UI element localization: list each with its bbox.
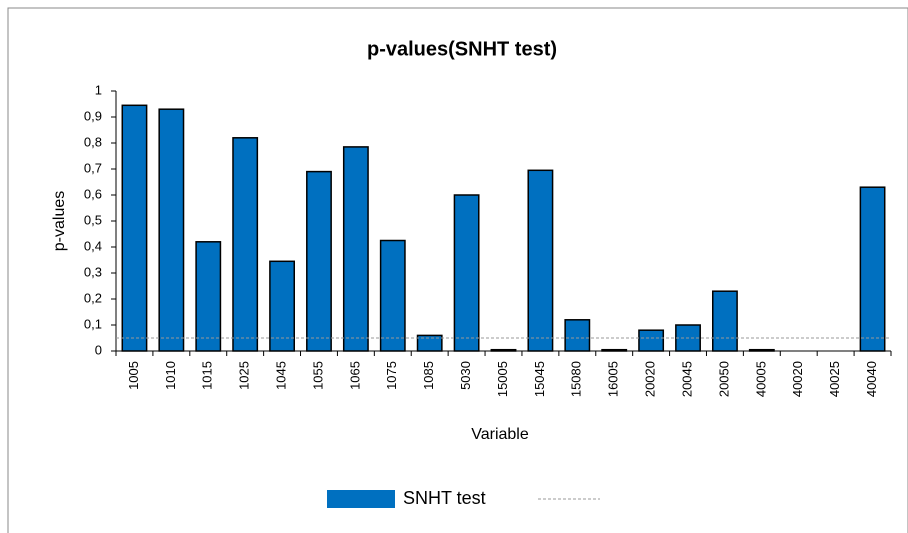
x-tick-label: 1055 (310, 361, 325, 390)
y-tick-label: 0,1 (84, 316, 102, 331)
bar (121, 104, 148, 352)
x-tick-label: 1010 (163, 361, 178, 390)
y-tick-label: 0,3 (84, 264, 102, 279)
x-tick-label: 1065 (347, 361, 362, 390)
legend-swatch (327, 490, 395, 508)
x-tick-label: 16005 (606, 361, 621, 397)
y-tick-label: 0,7 (84, 160, 102, 175)
bar (306, 170, 332, 352)
x-tick-label: 15080 (569, 361, 584, 397)
bar (638, 329, 665, 352)
x-tick-label: 1025 (237, 361, 252, 390)
bar (564, 319, 591, 352)
bar (158, 108, 185, 352)
bar (453, 194, 480, 352)
x-tick-label: 1015 (200, 361, 215, 390)
y-tick-label: 0,5 (84, 212, 102, 227)
x-tick-label: 40040 (864, 361, 879, 397)
x-tick-label: 20050 (716, 361, 731, 397)
x-tick-label: 20020 (643, 361, 658, 397)
x-tick-label: 5030 (458, 361, 473, 390)
y-tick-label: 0,4 (84, 238, 102, 253)
y-tick-label: 0 (95, 342, 102, 357)
y-axis-title: p-values (51, 191, 68, 251)
x-tick-label: 1085 (421, 361, 436, 390)
chart-title: p-values(SNHT test) (367, 38, 557, 60)
x-tick-label: 15045 (532, 361, 547, 397)
bar (712, 290, 738, 352)
x-tick-label: 1075 (384, 361, 399, 390)
y-tick-label: 0,2 (84, 290, 102, 305)
x-tick-label: 40025 (827, 361, 842, 397)
bar (527, 169, 554, 352)
legend-label: SNHT test (403, 488, 486, 508)
x-tick-label: 40020 (790, 361, 805, 397)
bar (859, 186, 886, 352)
bar (232, 137, 259, 352)
chart-frame (7, 7, 908, 533)
x-tick-label: 20045 (679, 361, 694, 397)
y-tick-label: 0,9 (84, 108, 102, 123)
y-tick-label: 0,8 (84, 134, 102, 149)
bar (342, 146, 369, 352)
y-tick-label: 0,6 (84, 186, 102, 201)
bar (379, 239, 406, 352)
x-tick-label: 1005 (126, 361, 141, 390)
x-axis-title: Variable (471, 426, 529, 443)
bar (195, 241, 222, 352)
x-tick-label: 15005 (495, 361, 510, 397)
y-tick-label: 1 (95, 82, 102, 97)
x-tick-label: 1045 (274, 361, 289, 390)
x-tick-label: 40005 (753, 361, 768, 397)
